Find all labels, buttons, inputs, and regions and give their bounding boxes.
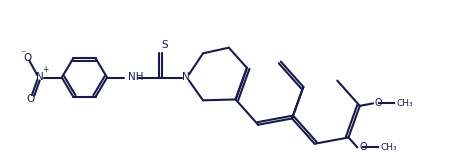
Text: N: N: [36, 73, 44, 82]
Text: CH₃: CH₃: [397, 99, 413, 108]
Text: S: S: [162, 40, 168, 50]
Text: CH₃: CH₃: [381, 143, 398, 152]
Text: O: O: [359, 142, 367, 152]
Text: ⁻: ⁻: [20, 49, 25, 59]
Text: +: +: [42, 65, 49, 74]
Text: O: O: [23, 53, 31, 63]
Text: NH: NH: [128, 73, 143, 82]
Text: O: O: [375, 98, 383, 108]
Text: O: O: [26, 94, 34, 104]
Text: N: N: [182, 73, 190, 82]
